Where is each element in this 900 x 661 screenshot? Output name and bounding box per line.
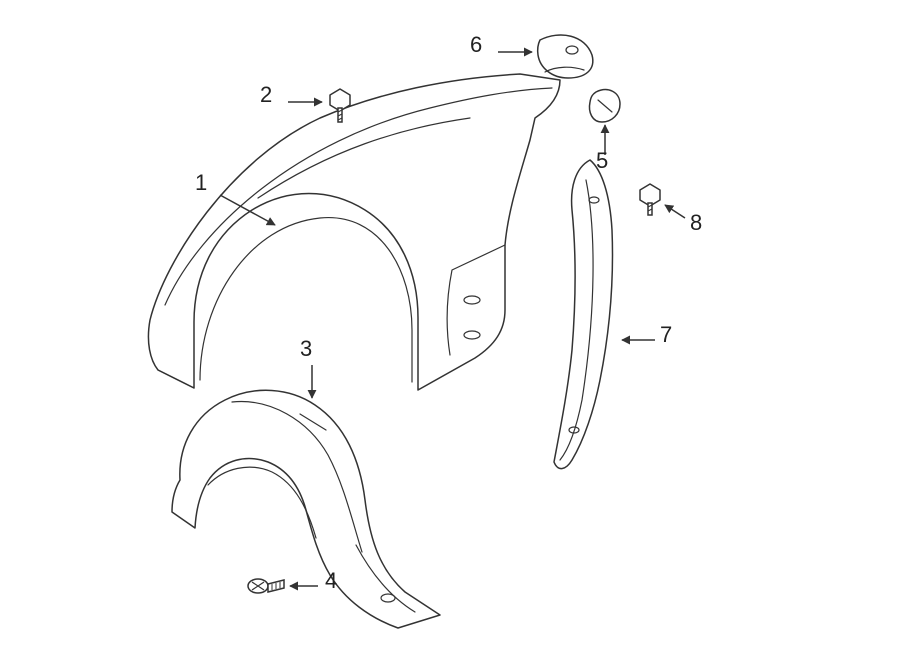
outer-fender-panel <box>148 74 560 390</box>
parts-illustration <box>0 0 900 661</box>
splash-shield-bolt <box>640 184 660 215</box>
fender-tip-bracket <box>538 35 593 78</box>
inner-wheelhouse-liner <box>172 390 440 628</box>
upper-rear-bracket <box>590 90 621 122</box>
rear-splash-shield <box>554 160 613 469</box>
parts-diagram: 1 2 3 4 5 6 7 8 <box>0 0 900 661</box>
liner-retaining-screw <box>248 579 284 593</box>
